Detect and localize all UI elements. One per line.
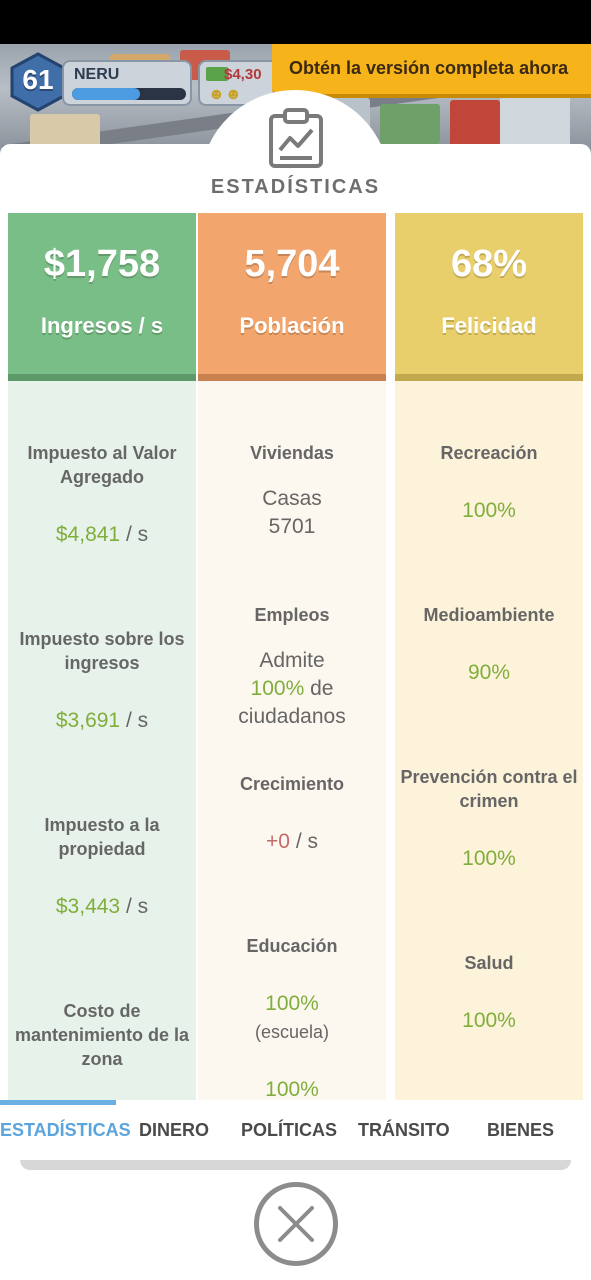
happiness-value: 68% [450, 243, 528, 285]
tab-money[interactable]: DINERO [139, 1120, 210, 1140]
stat-value: 90% [467, 661, 511, 684]
population-label: Población [239, 313, 345, 338]
growth-stat: Crecimiento +0 / s [198, 772, 386, 856]
happiness-column: 68% Felicidad Recreación 100% Medioambie… [395, 213, 583, 1100]
tab-goods[interactable]: BIENES [487, 1120, 555, 1140]
stat-value-line: ciudadanos [238, 705, 346, 728]
stat-label: Prevención contra el crimen [400, 767, 578, 811]
recreation-stat: Recreación 100% [395, 441, 583, 525]
stat-value-line: Admite [259, 649, 325, 672]
stat-label: Salud [464, 953, 514, 973]
stat-label: Empleos [254, 605, 330, 625]
xp-bar [72, 88, 186, 100]
player-info[interactable]: NERU [62, 60, 192, 106]
active-tab-indicator [0, 1100, 116, 1105]
tab-statistics[interactable]: ESTADÍSTICAS [0, 1120, 131, 1140]
close-icon [278, 1206, 314, 1242]
jobs-stat: Empleos Admite 100% de ciudadanos [198, 603, 386, 731]
environment-stat: Medioambiente 90% [395, 603, 583, 687]
stat-value: 100% [265, 1078, 319, 1100]
xp-fill [72, 88, 141, 100]
crime-prevention-stat: Prevención contra el crimen 100% [395, 765, 583, 873]
stat-label: Viviendas [250, 443, 334, 463]
level-number: 61 [22, 64, 54, 95]
full-version-banner[interactable]: Obtén la versión completa ahora [272, 44, 591, 98]
people-icon: ☻☻ [208, 86, 242, 103]
tab-bar: ESTADÍSTICAS DINERO POLÍTICAS TRÁNSITO B… [0, 1100, 591, 1164]
cash-icon [206, 67, 228, 81]
housing-stat: Viviendas Casas 5701 [198, 441, 386, 541]
stat-label: Impuesto al Valor Agregado [27, 443, 177, 487]
tab-policies[interactable]: POLÍTICAS [241, 1120, 338, 1140]
stat-value: 100% [462, 847, 516, 870]
health-stat: Salud 100% [395, 951, 583, 1035]
tab-traffic[interactable]: TRÁNSITO [358, 1120, 450, 1140]
money-amount: $4,30 [224, 66, 262, 83]
panel-title: ESTADÍSTICAS [210, 176, 381, 198]
maintenance-stat: Costo de mantenimiento de la zona [8, 999, 196, 1071]
population-header: 5,704 Población [198, 213, 386, 381]
player-name: NERU [74, 66, 120, 83]
population-column: 5,704 Población Viviendas Casas 5701 Emp… [198, 213, 386, 1100]
stat-label: Crecimiento [239, 774, 345, 794]
stat-value: $3,691 / s [55, 709, 149, 732]
stat-label: Recreación [440, 443, 538, 463]
income-value: $1,758 [43, 243, 161, 285]
stat-label: Costo de mantenimiento de la zona [14, 1001, 190, 1069]
stat-value: $3,443 / s [55, 895, 149, 918]
status-bar [0, 0, 591, 44]
vat-stat: Impuesto al Valor Agregado $4,841 / s [8, 441, 196, 549]
happiness-label: Felicidad [441, 313, 537, 338]
stat-value: $4,841 / s [55, 523, 149, 546]
stat-label: Medioambiente [423, 605, 555, 625]
tab-bar-shadow [20, 1160, 571, 1170]
stat-value-line: 5701 [268, 515, 316, 538]
clipboard-chart-icon [268, 108, 324, 168]
stat-label: Educación [246, 936, 338, 956]
income-label: Ingresos / s [40, 313, 164, 338]
income-tax-stat: Impuesto sobre los ingresos $3,691 / s [8, 627, 196, 735]
income-header: $1,758 Ingresos / s [8, 213, 196, 381]
stat-value-line: 100% de [250, 677, 334, 700]
close-button[interactable] [254, 1182, 338, 1266]
education-stat: Educación 100% (escuela) 100% [198, 934, 386, 1100]
stat-value: 100% [265, 992, 319, 1015]
happiness-header: 68% Felicidad [395, 213, 583, 381]
stat-value-line: Casas [262, 487, 322, 510]
stat-value: 100% [462, 499, 516, 522]
stat-note: (escuela) [254, 1022, 330, 1042]
income-column: $1,758 Ingresos / s Impuesto al Valor Ag… [8, 213, 196, 1100]
stat-label: Impuesto sobre los ingresos [19, 629, 185, 673]
property-tax-stat: Impuesto a la propiedad $3,443 / s [8, 813, 196, 921]
stat-value: +0 / s [266, 830, 318, 853]
population-value: 5,704 [244, 243, 340, 285]
stat-label: Impuesto a la propiedad [44, 815, 160, 859]
promo-label: Obtén la versión completa ahora [289, 58, 569, 78]
stat-value: 100% [462, 1009, 516, 1032]
